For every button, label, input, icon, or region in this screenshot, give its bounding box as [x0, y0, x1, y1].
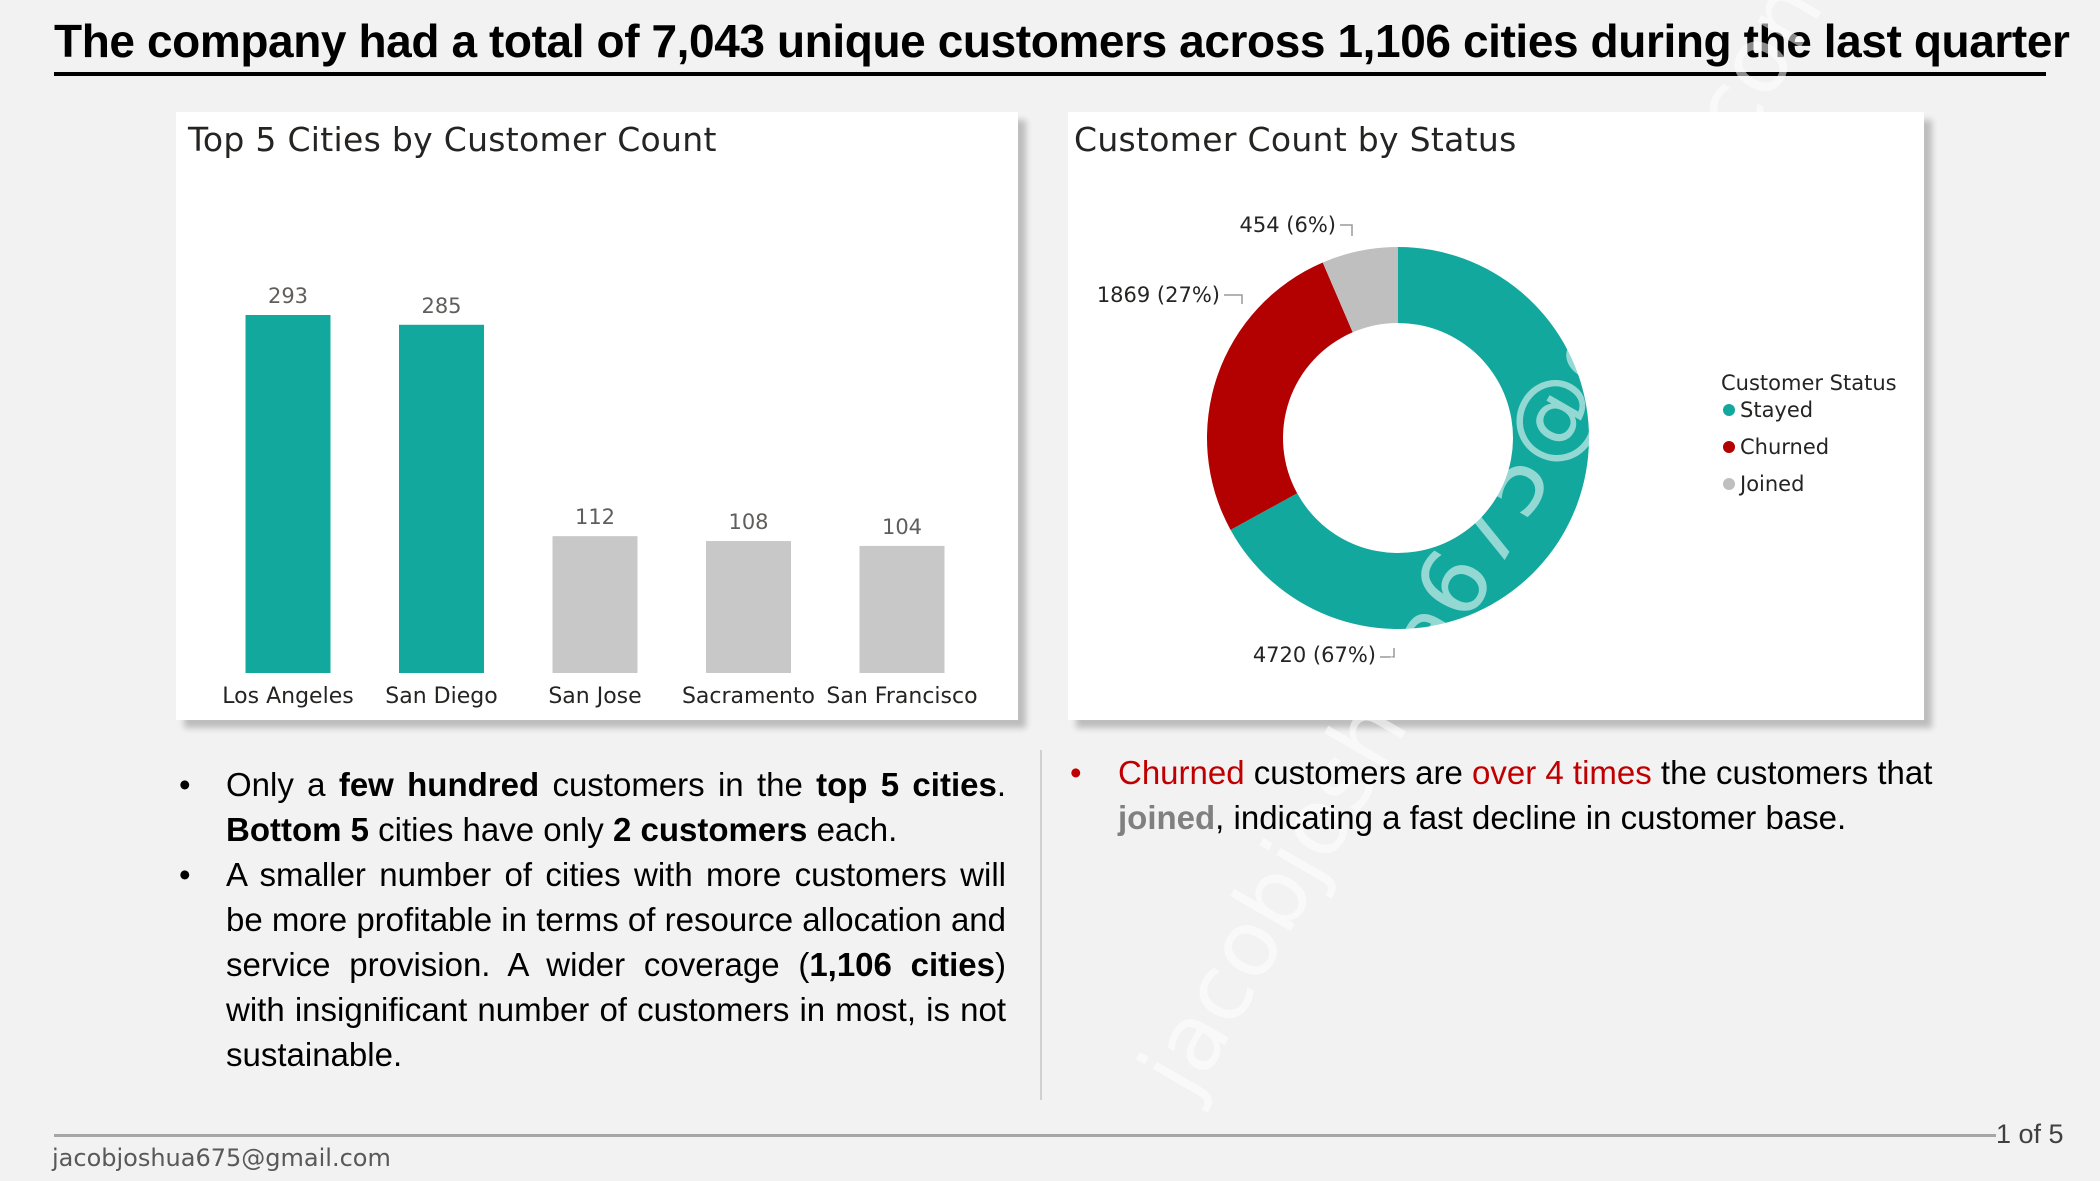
- donut-slice-stayed: [1230, 247, 1589, 629]
- bar-category-label-4: San Francisco: [826, 684, 977, 709]
- bar-category-label-3: Sacramento: [682, 684, 815, 709]
- donut-leader-line-2: [1340, 224, 1353, 236]
- right-bullets: Churned customers are over 4 times the c…: [1068, 750, 1948, 840]
- donut-chart-card: Customer Count by Status 4720 (67%) 1869 …: [1068, 112, 1924, 720]
- footer-email: jacobjoshua675@gmail.com: [52, 1144, 391, 1172]
- bar-chart-title: Top 5 Cities by Customer Count: [188, 120, 717, 159]
- bar-0: [245, 315, 331, 673]
- donut-leader-line-1: [1224, 294, 1243, 304]
- donut-slice-churned: [1207, 262, 1353, 530]
- bar-value-label-0: 293: [268, 284, 308, 308]
- left-bullet-1: Only a few hundred customers in the top …: [176, 762, 1006, 852]
- bar-value-label-3: 108: [728, 510, 768, 534]
- legend-label-stayed: Stayed: [1740, 398, 1813, 422]
- bar-category-label-0: Los Angeles: [222, 684, 353, 709]
- donut-chart-title: Customer Count by Status: [1074, 120, 1517, 159]
- left-bullets: Only a few hundred customers in the top …: [176, 762, 1006, 1077]
- bar-chart-card: Top 5 Cities by Customer Count 293 Los An…: [176, 112, 1018, 720]
- bar-value-label-1: 285: [421, 294, 461, 318]
- column-divider: [1040, 750, 1042, 1100]
- bar-category-label-1: San Diego: [385, 684, 497, 709]
- left-bullet-2: A smaller number of cities with more cus…: [176, 852, 1006, 1077]
- title-underline: [54, 72, 2046, 76]
- legend-title: Customer Status: [1721, 371, 1897, 395]
- legend-marker-joined: [1723, 478, 1735, 490]
- bar-value-label-4: 104: [882, 515, 922, 539]
- donut-chart: 4720 (67%) 1869 (27%) 454 (6%) Customer Sta…: [1097, 213, 1897, 667]
- footer-rule: [54, 1134, 1996, 1137]
- donut-leader-line-0: [1380, 648, 1395, 658]
- legend-marker-churned: [1723, 441, 1735, 453]
- donut-data-label-churned: 1869 (27%): [1097, 283, 1220, 307]
- bar-value-label-2: 112: [575, 505, 615, 529]
- bar-3: [706, 541, 791, 673]
- bar-4: [859, 545, 945, 673]
- donut-slice-joined: [1322, 247, 1398, 333]
- slide-title: The company had a total of 7,043 unique …: [54, 15, 2070, 67]
- legend-marker-stayed: [1723, 404, 1735, 416]
- donut-data-label-joined: 454 (6%): [1240, 213, 1336, 237]
- bar-chart: 293 Los Angeles 285 San Diego 112 San Jose 108…: [222, 284, 977, 709]
- legend-label-churned: Churned: [1740, 435, 1829, 459]
- donut-data-label-stayed: 4720 (67%): [1253, 643, 1376, 667]
- bar-1: [399, 324, 484, 673]
- page-number: 1 of 5: [1996, 1119, 2064, 1149]
- bar-2: [552, 536, 638, 673]
- bar-category-label-2: San Jose: [548, 684, 641, 709]
- legend-label-joined: Joined: [1738, 472, 1804, 496]
- right-bullet-1: Churned customers are over 4 times the c…: [1068, 750, 1948, 840]
